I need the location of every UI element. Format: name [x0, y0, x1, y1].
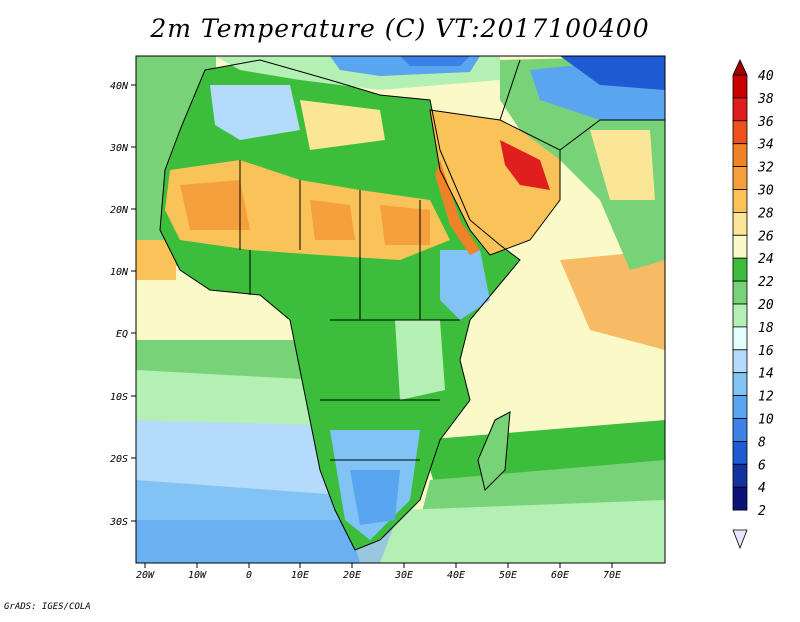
colorbar-label: 14	[758, 367, 774, 382]
lon-tick-label: 10W	[188, 570, 207, 581]
colorbar-label: 12	[758, 390, 774, 405]
lon-tick-label: 70E	[603, 570, 621, 581]
country-borders	[159, 59, 665, 551]
temperature-field	[136, 56, 665, 563]
colorbar-box	[732, 395, 748, 419]
colorbar-box	[732, 211, 748, 236]
lon-tick-label: 50E	[499, 570, 517, 581]
lon-tick-label: 10E	[291, 570, 309, 581]
colorbar-box	[732, 303, 748, 328]
colorbar-label: 36	[757, 115, 774, 130]
colorbar-box	[732, 349, 748, 374]
colorbar-label: 2	[758, 504, 766, 519]
colorbar-label: 26	[758, 229, 774, 244]
lon-tick-label: 20W	[136, 570, 155, 581]
colorbar-label: 8	[758, 435, 766, 450]
colorbar-label: 28	[758, 206, 774, 221]
colorbar-label: 10	[758, 413, 774, 428]
lon-tick-label: 30E	[394, 570, 413, 581]
colorbar: 40 38 36 34 32 30 28 26 24 22 20 18 16 14 12 10 8 6 4 2	[732, 59, 774, 550]
colorbar-label: 38	[757, 92, 774, 107]
lon-tick-label: 40E	[447, 570, 465, 581]
colorbar-label: 30	[757, 184, 774, 199]
colorbar-box	[732, 97, 748, 122]
colorbar-box	[732, 189, 748, 213]
lat-tick-label: 40N	[110, 81, 129, 92]
colorbar-label: 4	[758, 481, 766, 496]
lon-tick-label: 20E	[343, 570, 361, 581]
map-frame	[135, 55, 666, 564]
lat-tick-label: 20N	[110, 205, 129, 216]
colorbar-box	[732, 166, 748, 190]
colorbar-label: 22	[758, 275, 774, 290]
grads-credit: GrADS: IGES/COLA	[4, 602, 91, 612]
colorbar-label: 24	[758, 252, 774, 267]
map-title: 2m Temperature (C) VT:2017100400	[150, 14, 650, 43]
colorbar-label: 32	[757, 161, 774, 176]
colorbar-label: 6	[758, 458, 766, 473]
lat-tick-label: 30N	[109, 143, 129, 154]
lon-tick-label: 0	[246, 570, 252, 581]
lat-tick-label: EQ	[116, 329, 128, 340]
colorbar-box	[732, 418, 748, 442]
lat-axis: 40N 30N 20N 10N EQ 10S 20S 30S	[109, 81, 136, 528]
colorbar-box	[732, 120, 748, 145]
colorbar-label: 20	[758, 298, 774, 313]
colorbar-box	[732, 74, 748, 99]
lat-tick-label: 10S	[110, 392, 128, 403]
lon-tick-label: 60E	[551, 570, 569, 581]
colorbar-box	[732, 257, 748, 282]
colorbar-box	[732, 143, 748, 167]
colorbar-label: 18	[758, 321, 774, 336]
colorbar-box	[732, 463, 748, 488]
arabian-peninsula	[430, 110, 560, 255]
lat-tick-label: 10N	[110, 267, 129, 278]
colorbar-box	[732, 372, 748, 397]
madagascar	[478, 412, 510, 490]
colorbar-label: 34	[757, 138, 774, 153]
colorbar-max-arrow	[732, 59, 748, 76]
colorbar-box	[732, 234, 748, 259]
colorbar-box	[732, 486, 748, 511]
lat-tick-label: 30S	[109, 517, 128, 528]
colorbar-label: 16	[758, 344, 774, 359]
colorbar-label: 40	[758, 69, 774, 84]
colorbar-box	[732, 280, 748, 305]
colorbar-box	[732, 326, 748, 351]
colorbar-min-arrow	[732, 529, 748, 550]
colorbar-box	[732, 440, 748, 465]
lat-tick-label: 20S	[110, 454, 128, 465]
lon-axis: 20W 10W 0 10E 20E 30E 40E 50E 60E 70E	[136, 563, 621, 581]
